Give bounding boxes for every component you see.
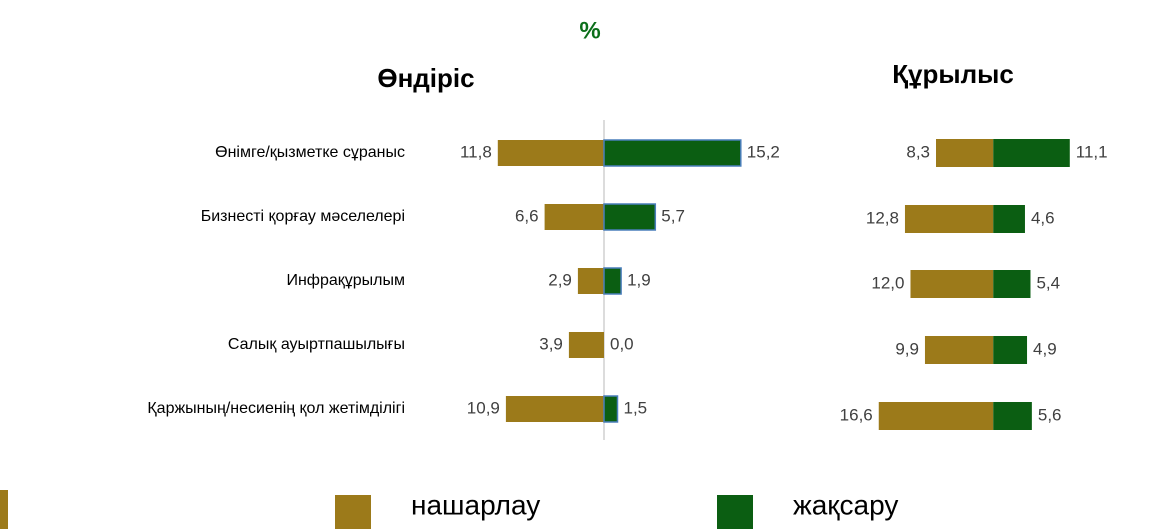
- value-label: 1,9: [627, 270, 651, 289]
- value-label: 2,9: [548, 270, 572, 289]
- category-label: Салық ауыртпашылығы: [228, 336, 405, 353]
- bar: [577, 268, 604, 294]
- value-label: 3,9: [539, 334, 563, 353]
- bar: [924, 336, 994, 364]
- value-label: 5,7: [661, 206, 685, 225]
- category-label: Қаржының/несиенің қол жетімділігі: [147, 400, 405, 417]
- bar: [993, 139, 1070, 167]
- legend-label: нашарлау: [411, 489, 540, 520]
- value-label: 8,3: [906, 142, 930, 161]
- bar: [603, 395, 619, 423]
- bar: [544, 204, 604, 230]
- bar: [878, 402, 994, 430]
- legend-swatch: [717, 495, 753, 529]
- legend-label: жақсару: [793, 489, 898, 520]
- bar: [904, 205, 994, 233]
- value-label: 12,0: [871, 273, 904, 292]
- bar: [603, 267, 622, 295]
- bar: [603, 139, 742, 167]
- bar: [993, 336, 1028, 364]
- value-label: 5,6: [1038, 405, 1062, 424]
- bar: [993, 205, 1025, 233]
- category-label: Бизнесті қорғау мәселелері: [201, 208, 405, 225]
- value-label: 4,9: [1033, 339, 1057, 358]
- legend-swatch: [335, 495, 371, 529]
- value-label: 6,6: [515, 206, 539, 225]
- value-label: 4,6: [1031, 208, 1055, 227]
- value-label: 9,9: [895, 339, 919, 358]
- value-label: 10,9: [467, 398, 500, 417]
- bar: [993, 402, 1032, 430]
- bar: [910, 270, 994, 298]
- value-label: 11,8: [460, 142, 492, 161]
- title: %: [579, 17, 600, 44]
- value-label: 15,2: [747, 142, 780, 161]
- chart-title: Өндіріс: [377, 63, 474, 93]
- value-label: 11,1: [1076, 142, 1108, 161]
- category-label: Өнімге/қызметке сұраныс: [215, 144, 405, 161]
- bar: [505, 396, 604, 422]
- decoration: [0, 490, 8, 529]
- value-label: 0,0: [610, 334, 634, 353]
- category-label: Инфрақұрылым: [286, 272, 405, 289]
- value-label: 1,5: [624, 398, 648, 417]
- bar: [603, 203, 657, 231]
- value-label: 16,6: [840, 405, 873, 424]
- bar: [568, 332, 604, 358]
- bar: [936, 139, 994, 167]
- bar: [993, 270, 1031, 298]
- chart-title: Құрылыс: [892, 59, 1014, 89]
- bar: [497, 140, 604, 166]
- value-label: 5,4: [1036, 273, 1060, 292]
- value-label: 12,8: [866, 208, 899, 227]
